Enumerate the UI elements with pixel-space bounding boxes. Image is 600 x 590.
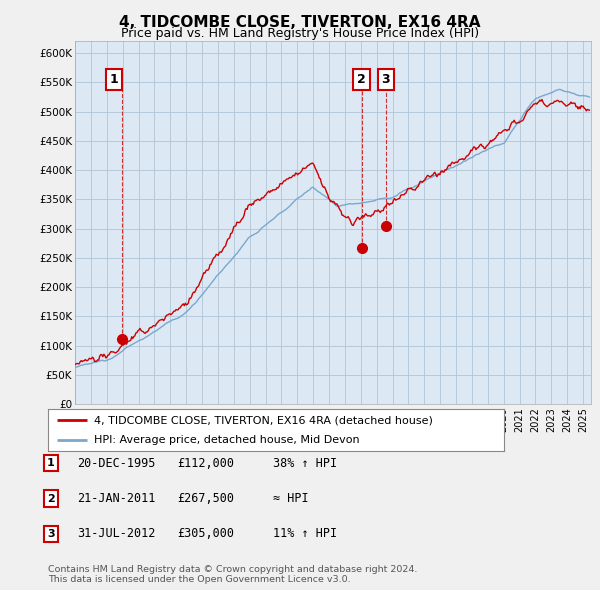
Text: 38% ↑ HPI: 38% ↑ HPI — [273, 457, 337, 470]
Text: 2: 2 — [47, 494, 55, 503]
Text: HPI: Average price, detached house, Mid Devon: HPI: Average price, detached house, Mid … — [94, 435, 359, 445]
Text: 1: 1 — [47, 458, 55, 468]
Text: 3: 3 — [382, 73, 390, 86]
Text: This data is licensed under the Open Government Licence v3.0.: This data is licensed under the Open Gov… — [48, 575, 350, 584]
Text: Price paid vs. HM Land Registry's House Price Index (HPI): Price paid vs. HM Land Registry's House … — [121, 27, 479, 40]
Text: £112,000: £112,000 — [177, 457, 234, 470]
Text: 31-JUL-2012: 31-JUL-2012 — [77, 527, 155, 540]
Text: ≈ HPI: ≈ HPI — [273, 492, 308, 505]
Text: 4, TIDCOMBE CLOSE, TIVERTON, EX16 4RA (detached house): 4, TIDCOMBE CLOSE, TIVERTON, EX16 4RA (d… — [94, 415, 433, 425]
Text: 2: 2 — [357, 73, 366, 86]
Text: £305,000: £305,000 — [177, 527, 234, 540]
Text: £267,500: £267,500 — [177, 492, 234, 505]
Text: 11% ↑ HPI: 11% ↑ HPI — [273, 527, 337, 540]
Text: 1: 1 — [110, 73, 119, 86]
Text: 21-JAN-2011: 21-JAN-2011 — [77, 492, 155, 505]
Text: Contains HM Land Registry data © Crown copyright and database right 2024.: Contains HM Land Registry data © Crown c… — [48, 565, 418, 574]
Text: 20-DEC-1995: 20-DEC-1995 — [77, 457, 155, 470]
Text: 3: 3 — [47, 529, 55, 539]
Text: 4, TIDCOMBE CLOSE, TIVERTON, EX16 4RA: 4, TIDCOMBE CLOSE, TIVERTON, EX16 4RA — [119, 15, 481, 30]
